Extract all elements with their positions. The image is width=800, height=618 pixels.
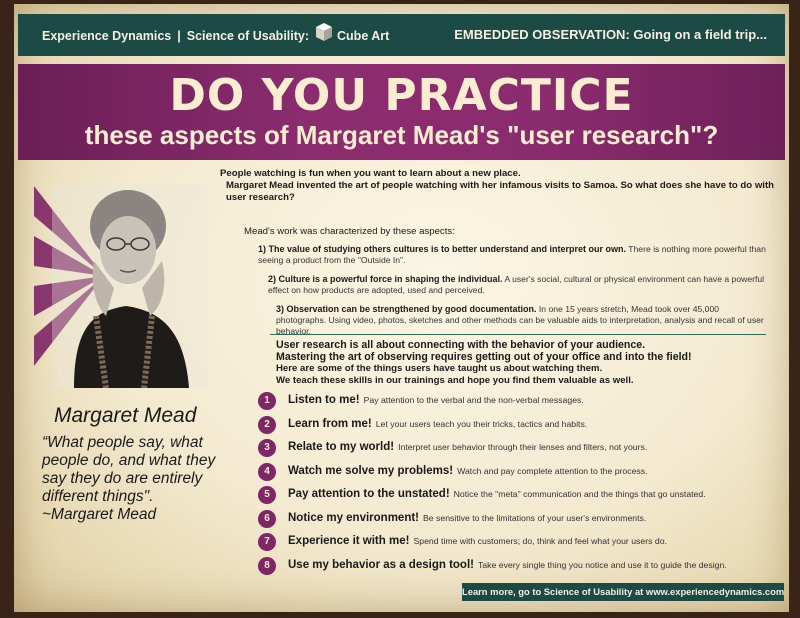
footer-link[interactable]: Learn more, go to Science of Usability a… (462, 583, 784, 601)
person-name: Margaret Mead (54, 404, 197, 427)
list-item-title: Listen to me! (288, 394, 360, 406)
list-item-desc: Watch and pay complete attention to the … (457, 466, 648, 476)
quote-author: ~Margaret Mead (42, 506, 157, 523)
number-badge: 2 (258, 416, 276, 434)
main-title: DO YOU PRACTICE (169, 70, 634, 121)
list-item-title: Use my behavior as a design tool! (288, 559, 474, 571)
subtitle: these aspects of Margaret Mead's "user r… (84, 120, 719, 150)
series-label: Science of Usability: (186, 28, 310, 43)
intro-paragraph: People watching is fun when you want to … (220, 168, 775, 204)
list-item-desc: Interpret user behavior through their le… (398, 442, 648, 452)
list-item-title: Watch me solve my problems! (288, 465, 454, 477)
aspect-title: 3) Observation can be strengthened by go… (276, 304, 537, 314)
aspect-item: 3) Observation can be strengthened by go… (258, 304, 770, 337)
aspect-item: 1) The value of studying others cultures… (258, 244, 768, 266)
number-badge: 4 (258, 463, 276, 481)
intro-line-3: user research? (226, 192, 295, 203)
list-item-desc: Pay attention to the verbal and the non-… (363, 395, 584, 405)
aspect-title: 1) The value of studying others cultures… (258, 244, 627, 254)
characterized-label: Mead's work was characterized by these a… (244, 226, 455, 237)
connect-line-4: We teach these skills in our trainings a… (276, 374, 634, 386)
list-item-title: Learn from me! (288, 418, 372, 430)
section-label: EMBEDDED OBSERVATION: Going on a field t… (454, 27, 767, 42)
connect-line-2: Mastering the art of observing requires … (276, 350, 692, 363)
list-item-desc: Take every single thing you notice and u… (477, 560, 727, 570)
aspect-item: 2) Culture is a powerful force in shapin… (258, 274, 770, 296)
header-brand-group: Experience Dynamics | Science of Usability… (42, 23, 390, 45)
list-item-title: Notice my environment! (288, 512, 419, 524)
section-divider (270, 334, 766, 335)
intro-section: People watching is fun when you want to … (220, 168, 775, 237)
intro-line-1: People watching is fun when you want to … (220, 168, 521, 179)
header-bar: Experience Dynamics | Science of Usability… (18, 14, 785, 56)
number-badge: 5 (258, 486, 276, 504)
poster: Experience Dynamics | Science of Usability… (14, 4, 789, 612)
aspect-desc: In one 15 years stretch, Mead took over … (276, 304, 764, 336)
quote-text: “What people say, what people do, and wh… (42, 434, 216, 505)
connect-line-3: Here are some of the things users have t… (276, 363, 603, 374)
person-quote: “What people say, what people do, and wh… (42, 434, 222, 524)
list-item-desc: Let your users teach you their tricks, t… (375, 419, 588, 429)
brand-name: Experience Dynamics (42, 28, 172, 43)
number-badge: 3 (258, 439, 276, 457)
connect-section: User research is all about connecting wi… (276, 339, 692, 386)
number-badge: 1 (258, 392, 276, 410)
list-item-title: Experience it with me! (288, 535, 410, 547)
cube-icon (315, 22, 333, 45)
aspect-desc: A user's social, cultural or physical en… (268, 274, 765, 295)
title-banner: DO YOU PRACTICE these aspects of Margare… (18, 64, 785, 160)
aspect-desc: There is nothing more powerful than seei… (258, 244, 766, 265)
list-item-title: Relate to my world! (288, 441, 395, 453)
header-separator: | (177, 28, 181, 43)
list-item-title: Pay attention to the unstated! (288, 488, 450, 500)
series-name: Cube Art (337, 28, 390, 43)
number-badge: 6 (258, 510, 276, 528)
intro-line-2: Margaret Mead invented the art of people… (226, 180, 774, 191)
aspect-title: 2) Culture is a powerful force in shapin… (268, 274, 503, 284)
number-badge: 7 (258, 533, 276, 551)
connect-line-1: User research is all about connecting wi… (276, 339, 646, 351)
list-item-desc: Be sensitive to the limitations of your … (423, 513, 647, 523)
number-badge: 8 (258, 557, 276, 575)
list-item-desc: Notice the "meta" communication and the … (453, 489, 706, 499)
portrait-photo (34, 176, 214, 388)
list-item-desc: Spend time with customers; do, think and… (413, 536, 667, 546)
